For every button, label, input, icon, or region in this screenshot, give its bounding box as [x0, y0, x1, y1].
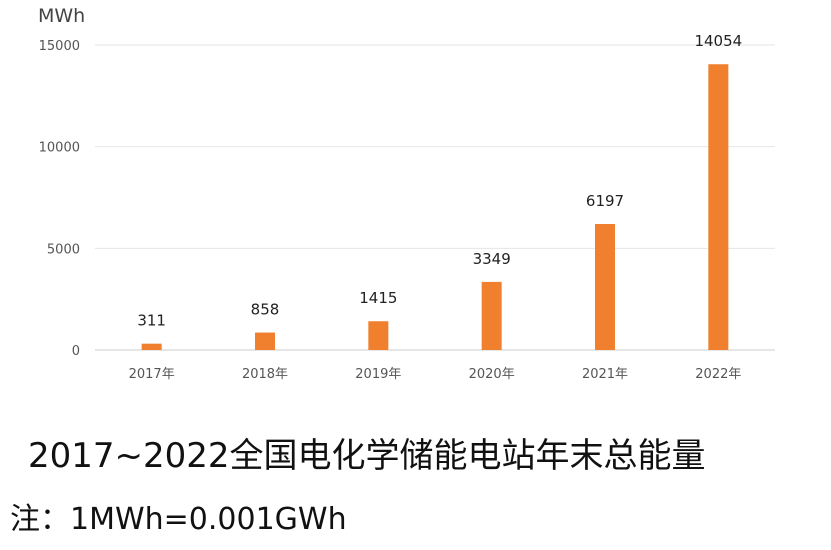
- data-label: 1415: [359, 289, 397, 307]
- data-labels: 311 858 1415 3349 6197 14054: [137, 32, 742, 329]
- data-label: 6197: [586, 192, 624, 210]
- x-category-label: 2017年: [129, 367, 175, 382]
- bar: [708, 64, 729, 350]
- x-category-label: 2018年: [242, 367, 288, 382]
- x-category-label: 2020年: [469, 367, 515, 382]
- data-label: 311: [137, 312, 166, 330]
- bar: [481, 281, 502, 350]
- unit-note: 注：1MWh=0.001GWh: [10, 502, 347, 537]
- chart-caption: 2017~2022全国电化学储能电站年末总能量: [28, 436, 706, 476]
- x-category-label: 2019年: [355, 367, 401, 382]
- y-tick-labels: 0 5000 10000 15000: [39, 39, 80, 359]
- data-label: 858: [251, 301, 280, 319]
- x-category-label: 2021年: [582, 367, 628, 382]
- bar: [255, 332, 275, 350]
- y-tick-label: 15000: [39, 39, 80, 54]
- data-label: 14054: [694, 32, 742, 50]
- y-tick-label: 5000: [47, 242, 80, 257]
- bar: [368, 321, 389, 350]
- bar: [141, 343, 162, 350]
- bar-chart: MWh 0 5000 10000 15000 311 858 1415 3349 6197 14…: [38, 5, 775, 382]
- x-category-labels: 2017年 2018年 2019年 2020年 2021年 2022年: [129, 367, 742, 382]
- x-category-label: 2022年: [695, 367, 741, 382]
- data-label: 3349: [473, 250, 511, 268]
- y-tick-label: 10000: [39, 141, 80, 156]
- gridlines: [95, 44, 775, 351]
- y-axis-unit-label: MWh: [38, 5, 85, 27]
- bar: [595, 223, 615, 350]
- bars: [141, 64, 729, 350]
- y-tick-label: 0: [72, 344, 80, 359]
